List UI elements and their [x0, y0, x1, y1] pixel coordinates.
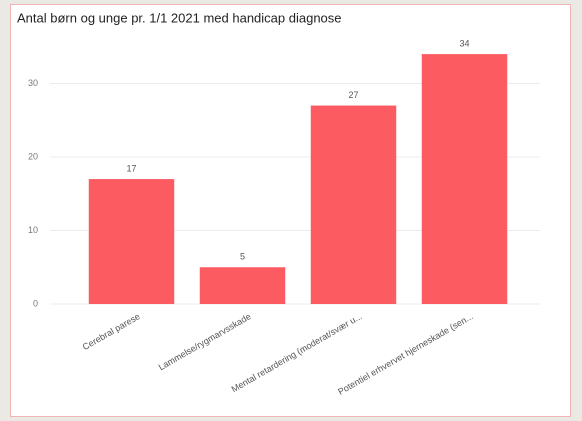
data-label: 5: [240, 252, 245, 262]
data-label: 27: [348, 90, 358, 100]
data-label: 17: [126, 163, 136, 173]
y-tick-label: 20: [28, 151, 38, 161]
y-tick-label: 30: [28, 78, 38, 88]
bar: [88, 179, 175, 304]
data-label: 34: [459, 38, 469, 48]
y-tick-label: 10: [28, 225, 38, 235]
bar: [199, 267, 286, 304]
y-tick-label: 0: [33, 298, 38, 308]
bar: [421, 54, 508, 304]
chart-title: Antal børn og unge pr. 1/1 2021 med hand…: [17, 10, 342, 25]
bar: [310, 105, 397, 304]
